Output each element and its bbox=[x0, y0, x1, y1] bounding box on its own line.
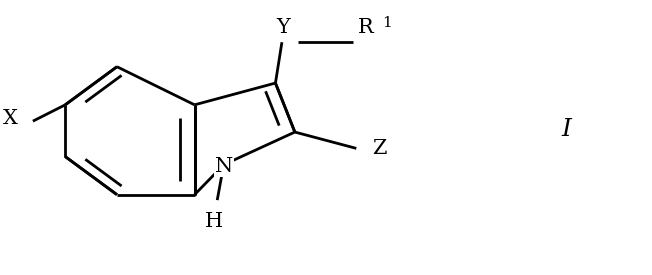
Text: R: R bbox=[358, 18, 374, 37]
Text: 1: 1 bbox=[382, 16, 392, 30]
Text: N: N bbox=[215, 156, 233, 175]
Text: H: H bbox=[205, 212, 223, 231]
Text: X: X bbox=[3, 109, 18, 128]
Text: Z: Z bbox=[372, 139, 387, 158]
Text: Y: Y bbox=[276, 18, 290, 37]
Text: I: I bbox=[561, 118, 571, 141]
